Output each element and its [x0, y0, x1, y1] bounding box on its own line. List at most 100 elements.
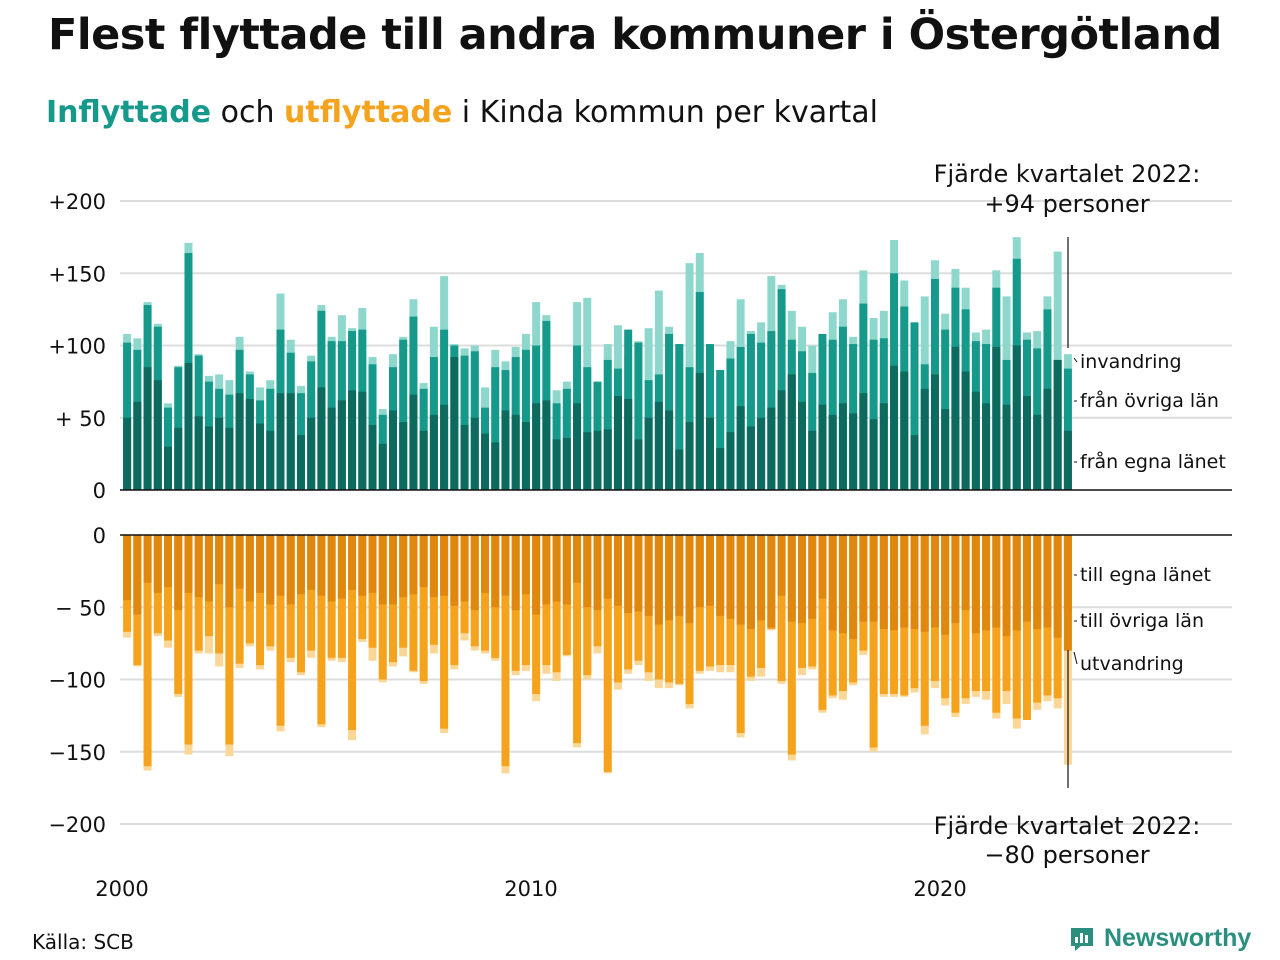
outflow-bar-egna [583, 535, 592, 608]
inflow-bar-egna [286, 393, 295, 490]
bottom-y-tick-label: 0 [93, 524, 106, 548]
inflow-bar-ovriga [910, 322, 919, 490]
outflow-bar-egna [1053, 535, 1062, 638]
outflow-bar-egna [511, 535, 520, 611]
inflow-bar-egna [153, 380, 162, 490]
inflow-bar-egna [1033, 414, 1042, 490]
outflow-bar-egna [1033, 535, 1042, 629]
inflow-bar-egna [552, 439, 561, 491]
top-y-tick-label: 0 [93, 479, 106, 503]
inflow-bar-egna [593, 430, 602, 490]
inflow-bar-egna [706, 417, 714, 490]
inflow-bar-egna [521, 422, 530, 490]
inflow-bar-egna [992, 346, 1001, 490]
outflow-bar-egna [613, 535, 622, 606]
outflow-bar-ovriga [573, 535, 582, 744]
outflow-bar-egna [746, 535, 755, 629]
outflow-bar-egna [235, 535, 244, 589]
inflow-bar-egna [256, 423, 265, 490]
outflow-bar-ovriga [501, 535, 510, 767]
inflow-bar-egna [481, 433, 490, 490]
inflow-bar-egna [808, 430, 817, 490]
outflow-bar-egna [143, 535, 152, 583]
inflow-bar-ovriga [603, 359, 612, 490]
outflow-bar-egna [838, 535, 847, 634]
outflow-bar-egna [542, 535, 551, 605]
brand-name: Newsworthy [1104, 924, 1252, 952]
inflow-bar-ovriga [777, 289, 786, 490]
bottom-y-tick-label: −150 [48, 741, 106, 765]
outflow-bar-egna [736, 535, 745, 625]
bottom-annotation-line2: −80 personer [984, 841, 1149, 869]
outflow-bar-egna [930, 535, 939, 628]
inflow-bar-egna [327, 407, 336, 490]
inflow-bar-egna [644, 417, 653, 490]
inflow-bar-egna [900, 371, 909, 490]
inflow-bar-egna [266, 430, 275, 490]
inflow-bar-egna [777, 390, 786, 490]
top-y-tick-label: +100 [48, 335, 106, 359]
bottom-y-tick-label: −100 [48, 669, 106, 693]
outflow-bar-egna [828, 535, 837, 631]
label-fran-ovriga-lan: från övriga län [1080, 389, 1219, 412]
outflow-bar-ovriga [869, 535, 878, 748]
inflow-bar-egna [665, 410, 674, 490]
outflow-bar-ovriga [419, 535, 428, 681]
top-y-tick-label: +150 [48, 262, 106, 286]
inflow-bar-egna [215, 417, 224, 490]
inflow-bar-egna [787, 374, 796, 490]
outflow-bar-egna [716, 535, 725, 616]
outflow-bar-egna [982, 535, 991, 631]
outflow-bar-egna [910, 535, 919, 629]
outflow-bar-egna [337, 535, 346, 599]
inflow-bar-egna [429, 414, 438, 490]
inflow-bar-egna [971, 391, 980, 490]
outflow-bar-ovriga [215, 535, 224, 654]
label-fran-egna-lanet: från egna länet [1080, 450, 1226, 473]
outflow-bar-ovriga [307, 535, 316, 651]
outflow-bar-egna [777, 535, 786, 596]
inflow-bar-egna [419, 430, 428, 490]
newsworthy-logo-icon [1071, 927, 1093, 951]
label-till-egna-lanet: till egna länet [1080, 564, 1211, 586]
outflow-bar-egna [787, 535, 796, 622]
outflow-bar-ovriga [787, 535, 796, 755]
inflow-bar-egna [174, 427, 183, 491]
inflow-bar-egna [460, 424, 469, 491]
top-annotation-line2: +94 personer [984, 190, 1149, 218]
outflow-bar-egna [849, 535, 858, 640]
inflow-bar-egna [746, 426, 755, 490]
outflow-bar-egna [194, 535, 203, 598]
inflow-bar-egna [409, 394, 418, 490]
outflow-bar-egna [1043, 535, 1052, 628]
inflow-bar-ovriga [757, 342, 766, 490]
inflow-bar-ovriga [460, 355, 469, 491]
outflow-bar-egna [757, 535, 766, 621]
inflow-bar-egna [511, 414, 520, 490]
outflow-bar-ovriga [276, 535, 285, 726]
chart-title: Flest flyttade till andra kommuner i Öst… [48, 10, 1222, 60]
brand-logo: Newsworthy [1068, 924, 1251, 953]
outflow-bar-ovriga [296, 535, 305, 673]
outflow-bar-egna [266, 535, 275, 605]
inflow-bar-egna [225, 427, 234, 491]
inflow-bar-egna [276, 393, 285, 490]
inflow-bar-egna [1063, 430, 1072, 490]
outflow-bar-ovriga [961, 535, 970, 699]
outflow-bar-egna [603, 535, 612, 599]
outflow-bar-egna [941, 535, 950, 635]
outflow-bar-egna [767, 535, 776, 628]
outflow-bar-egna [327, 535, 336, 602]
outflow-bar-egna [532, 535, 541, 615]
inflow-bar-ovriga [706, 344, 714, 490]
outflow-bar-egna [317, 535, 326, 596]
outflow-bar-ovriga [552, 535, 561, 673]
inflow-bar-egna [726, 432, 735, 490]
top-annotation-line1: Fjärde kvartalet 2022: [934, 160, 1201, 188]
outflow-bar-egna [593, 535, 602, 611]
outflow-bar-egna [245, 535, 254, 602]
outflow-bar-egna [808, 535, 817, 619]
inflow-bar-egna [869, 419, 878, 490]
inflow-bar-egna [450, 357, 459, 490]
outflow-bar-ovriga [235, 535, 244, 664]
